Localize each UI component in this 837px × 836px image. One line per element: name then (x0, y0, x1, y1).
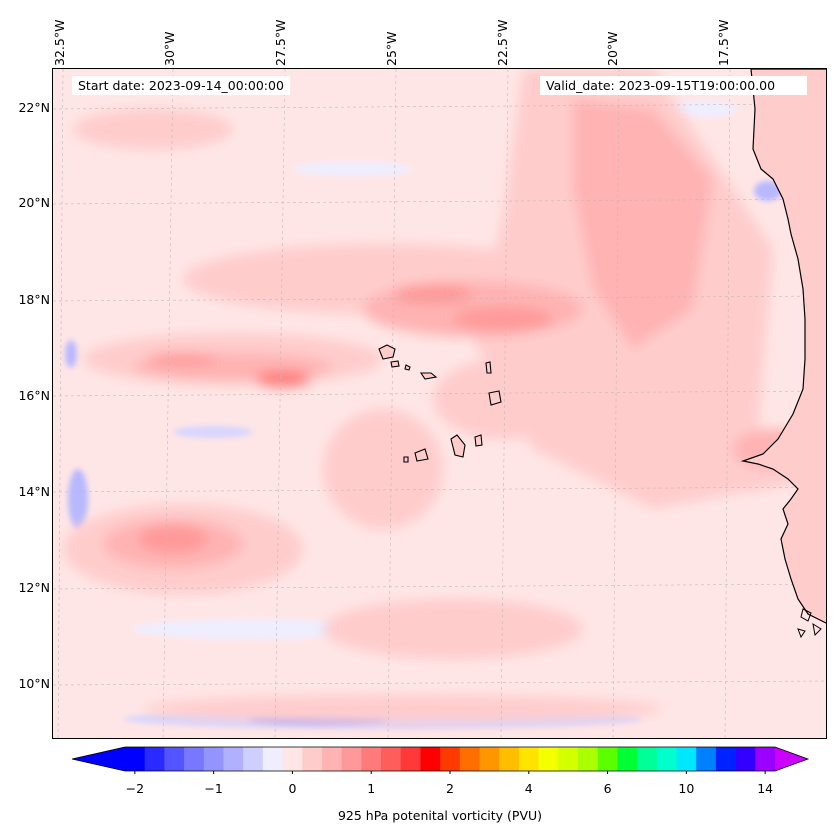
longitude-label: 25°W (384, 31, 399, 66)
colorbar (71, 746, 810, 774)
colorbar-segment (321, 747, 343, 771)
colorbar-segment (518, 747, 540, 771)
pv-high-regions (63, 69, 823, 723)
colorbar-segment (735, 747, 756, 771)
colorbar-segment (223, 747, 244, 771)
colorbar-segment (617, 747, 638, 771)
colorbar-tick-label: −2 (125, 781, 145, 796)
colorbar-segment (637, 747, 658, 771)
colorbar-tick-label: −1 (204, 781, 223, 796)
colorbar-tick-label: 6 (603, 781, 612, 796)
colorbar-segment (597, 747, 618, 771)
longitude-label: 27.5°W (273, 19, 288, 66)
colorbar-segment (558, 747, 579, 771)
colorbar-segment (656, 747, 678, 771)
colorbar-segment (302, 747, 323, 771)
colorbar-segment (361, 747, 382, 771)
colorbar-segment (715, 747, 737, 771)
colorbar-segment (676, 747, 697, 771)
colorbar-segment (696, 747, 717, 771)
colorbar-segment (479, 747, 500, 771)
colorbar-tick-label: 1 (367, 781, 376, 796)
longitude-label: 30°W (162, 31, 177, 66)
longitude-label: 22.5°W (495, 19, 510, 66)
colorbar-tick-label: 4 (524, 781, 533, 796)
coastal-islands (797, 608, 822, 639)
latitude-label: 18°N (18, 292, 50, 307)
colorbar-segment (125, 747, 146, 771)
colorbar-segment (459, 747, 481, 771)
cape-verde-islands (378, 344, 502, 463)
colorbar-segment (499, 747, 520, 771)
latitude-label: 14°N (18, 484, 50, 499)
colorbar-under-arrow (72, 747, 125, 771)
latitude-label: 12°N (18, 580, 50, 595)
longitude-label: 17.5°W (716, 19, 731, 66)
latitude-label: 20°N (18, 195, 50, 210)
colorbar-segment (243, 747, 264, 771)
colorbar-segment (144, 747, 165, 771)
colorbar-tick-label: 0 (288, 781, 297, 796)
start-date-label: Start date: 2023-09-14_00:00:00 (72, 76, 290, 95)
colorbar-over-arrow (775, 747, 808, 771)
longitude-label: 32.5°W (52, 19, 67, 66)
colorbar-segment (420, 747, 441, 771)
pv-field (53, 69, 826, 738)
africa-coastline (740, 69, 826, 624)
colorbar-segment (381, 747, 402, 771)
latitude-label: 16°N (18, 388, 50, 403)
colorbar-segment (203, 747, 224, 771)
colorbar-segment (341, 747, 362, 771)
colorbar-segment (755, 747, 776, 771)
colorbar-segment (262, 747, 284, 771)
colorbar-segment (282, 747, 303, 771)
map-panel (52, 68, 827, 739)
colorbar-segment (400, 747, 421, 771)
colorbar-tick-label: 10 (678, 781, 695, 796)
valid-date-label: Valid_date: 2023-09-15T19:00:00.00 (540, 76, 807, 95)
longitude-label: 20°W (605, 31, 620, 66)
colorbar-segment (440, 747, 461, 771)
colorbar-tick-label: 14 (757, 781, 774, 796)
colorbar-segment (164, 747, 185, 771)
colorbar-outline (71, 746, 810, 772)
colorbar-segment (578, 747, 599, 771)
colorbar-tick-label: 2 (446, 781, 454, 796)
latitude-label: 22°N (18, 100, 50, 115)
colorbar-segment (538, 747, 559, 771)
colorbar-segment (184, 747, 205, 771)
colorbar-label: 925 hPa potenital vorticity (PVU) (337, 808, 543, 823)
graticule (53, 69, 826, 738)
latitude-label: 10°N (18, 676, 50, 691)
